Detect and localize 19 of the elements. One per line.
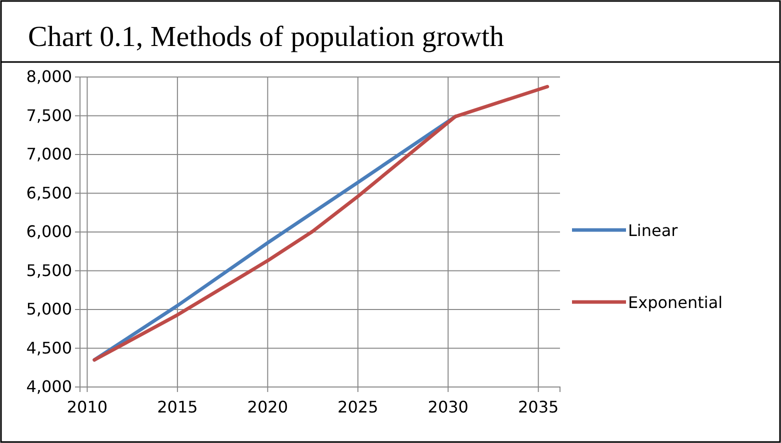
x-tick-label: 2030 — [428, 398, 468, 417]
y-tick-label: 8,000 — [26, 67, 72, 86]
x-tick-label: 2010 — [66, 398, 108, 417]
x-tick-label: 2020 — [247, 398, 288, 417]
line-series — [92, 84, 550, 362]
x-tick-label: 2035 — [518, 398, 559, 417]
chart-title: Chart 0.1, Methods of population growth — [28, 21, 505, 53]
y-tick-label: 4,500 — [26, 338, 72, 358]
y-tick-label: 6,000 — [26, 222, 72, 242]
x-tick-label: 2015 — [157, 398, 198, 417]
y-tick-label: 7,000 — [26, 144, 72, 164]
x-tick-label: 2025 — [338, 398, 378, 417]
y-tick-label: 7,500 — [26, 106, 72, 125]
y-tick-label: 6,500 — [26, 183, 72, 202]
y-tick-label: 4,000 — [26, 377, 72, 396]
legend-label: Linear — [628, 221, 678, 240]
legend-label: Exponential — [628, 293, 723, 312]
y-tick-label: 5,500 — [26, 260, 72, 280]
y-tick-label: 5,000 — [26, 300, 72, 319]
